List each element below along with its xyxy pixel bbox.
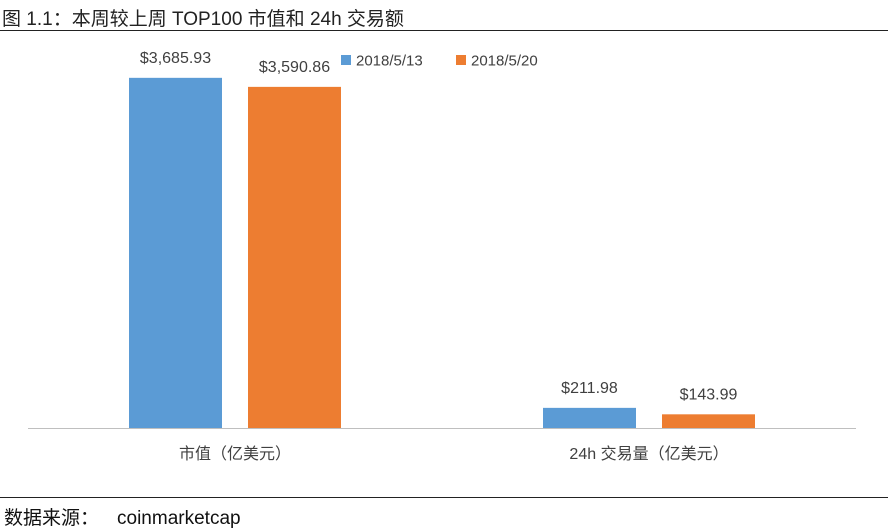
bar-1-2	[543, 407, 636, 428]
figure-caption: 图 1.1：本周较上周 TOP100 市值和 24h 交易额	[2, 9, 404, 30]
legend-swatch-1	[341, 55, 351, 65]
value-labels: $3,685.93 $211.98 $3,590.86 $143.99	[140, 50, 738, 403]
source-label: 数据来源：	[4, 508, 100, 529]
category-label-1: 市值（亿美元）	[179, 445, 291, 463]
bar-1-1	[129, 77, 222, 429]
legend-label-1: 2018/5/13	[356, 53, 423, 70]
bars	[129, 77, 755, 429]
category-label-2: 24h 交易量（亿美元）	[569, 445, 728, 463]
top-rule	[0, 30, 888, 31]
source-note: 数据来源： coinmarketcap	[4, 503, 241, 530]
legend-swatch-2	[456, 55, 466, 65]
value-label-1-2: $211.98	[561, 380, 618, 397]
value-label-2-1: $3,590.86	[259, 59, 330, 76]
legend: 2018/5/13 2018/5/20	[341, 53, 538, 70]
value-label-1-1: $3,685.93	[140, 50, 211, 67]
legend-label-2: 2018/5/20	[471, 53, 538, 70]
source-value: coinmarketcap	[117, 508, 241, 529]
value-label-2-2: $143.99	[680, 386, 738, 403]
category-labels: 市值（亿美元） 24h 交易量（亿美元）	[179, 445, 729, 463]
bar-2-1	[248, 86, 341, 429]
bar-2-2	[662, 414, 755, 428]
bottom-rule	[0, 497, 888, 498]
